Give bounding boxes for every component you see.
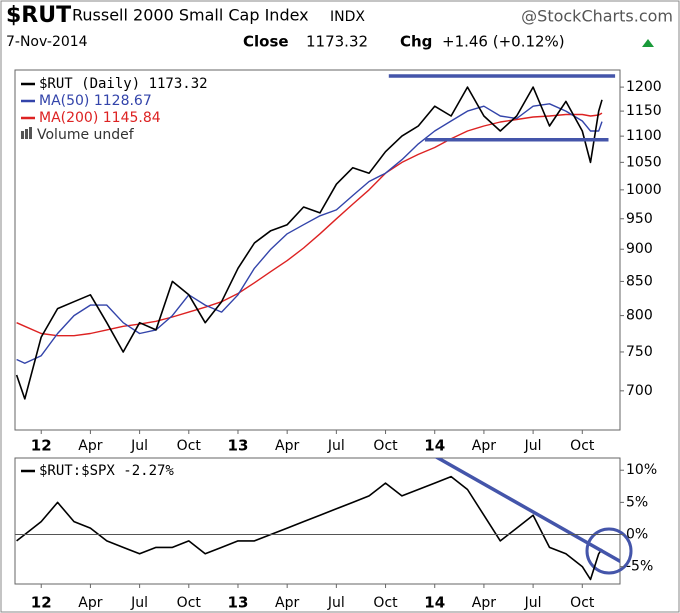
x-tick-label: Oct <box>570 438 595 454</box>
legend-label: $RUT:$SPX -2.27% <box>39 463 174 479</box>
plot-area <box>15 74 616 400</box>
x-tick-label: Apr <box>275 595 299 611</box>
chg-value: +1.46 (+0.12%) <box>442 33 565 51</box>
date: 7-Nov-2014 <box>6 34 88 50</box>
close-value: 1173.32 <box>306 33 368 51</box>
x-tick-label: Oct <box>177 438 202 454</box>
series-line <box>15 86 603 400</box>
y-tick-label: 800 <box>626 308 653 324</box>
x-tick-label: Oct <box>177 595 202 611</box>
y-tick-label: 0% <box>626 527 648 543</box>
trend-line <box>434 458 620 564</box>
y-tick-label: 950 <box>626 211 653 227</box>
x-tick-label: Apr <box>472 595 496 611</box>
series-line <box>16 475 603 581</box>
y-tick-label: 1100 <box>626 128 662 144</box>
x-tick-label: Jul <box>130 595 148 611</box>
x-tick-label: 14 <box>424 437 445 455</box>
index-name: Russell 2000 Small Cap Index <box>72 6 309 25</box>
y-tick-label: 1050 <box>626 154 662 170</box>
x-tick-label: Apr <box>472 438 496 454</box>
plot-area <box>16 458 620 581</box>
legend-label: Volume undef <box>37 127 135 143</box>
x-tick-label: Apr <box>275 438 299 454</box>
legend-swatch <box>25 129 28 139</box>
x-tick-label: Jul <box>327 438 345 454</box>
legend-swatch <box>21 131 24 139</box>
x-tick-label: 12 <box>31 594 52 612</box>
y-tick-label: 1000 <box>626 182 662 198</box>
price-panel <box>14 69 621 431</box>
highlight-circle <box>585 527 633 575</box>
chg-label: Chg <box>400 33 432 51</box>
series-line <box>16 112 603 337</box>
x-tick-label: Apr <box>78 595 102 611</box>
x-tick-label: 12 <box>31 437 52 455</box>
series-line <box>16 103 603 364</box>
x-tick-label: 13 <box>228 594 249 612</box>
x-tick-label: Jul <box>524 595 542 611</box>
y-tick-label: 10% <box>626 462 657 478</box>
x-tick-label: Jul <box>130 438 148 454</box>
ratio-panel <box>14 457 621 585</box>
legend-swatch <box>29 127 32 139</box>
up-arrow <box>642 39 654 47</box>
legend-label: MA(200) 1145.84 <box>39 110 161 126</box>
x-tick-label: Oct <box>570 595 595 611</box>
y-tick-label: 1150 <box>626 103 662 119</box>
symbol: $RUT <box>6 3 71 28</box>
x-tick-label: Apr <box>78 438 102 454</box>
x-tick-label: Jul <box>327 595 345 611</box>
close-label: Close <box>243 33 289 51</box>
x-tick-label: Jul <box>524 438 542 454</box>
y-tick-label: 700 <box>626 383 653 399</box>
legend-label: MA(50) 1128.67 <box>39 93 152 109</box>
y-tick-label: 1200 <box>626 79 662 95</box>
y-tick-label: 900 <box>626 241 653 257</box>
x-tick-label: 13 <box>228 437 249 455</box>
y-tick-label: 750 <box>626 344 653 360</box>
y-tick-label: 5% <box>626 494 648 510</box>
x-tick-label: Oct <box>373 595 398 611</box>
x-tick-label: 14 <box>424 594 445 612</box>
source: @StockCharts.com <box>521 7 673 26</box>
x-tick-label: Oct <box>373 438 398 454</box>
exchange: INDX <box>330 9 365 25</box>
y-tick-label: 850 <box>626 273 653 289</box>
legend-label: $RUT (Daily) 1173.32 <box>39 76 208 92</box>
y-tick-label: -5% <box>626 559 653 575</box>
